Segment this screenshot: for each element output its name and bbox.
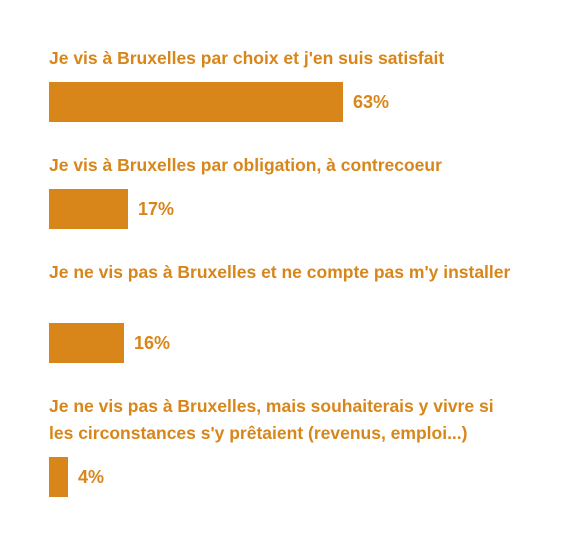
category-label: Je vis à Bruxelles par choix et j'en sui…	[49, 48, 445, 68]
data-label: 4%	[78, 467, 105, 487]
data-label: 63%	[353, 92, 390, 112]
data-label: 16%	[134, 333, 171, 353]
data-label: 17%	[138, 199, 175, 219]
category-label: Je vis à Bruxelles par obligation, à con…	[49, 155, 442, 175]
bar	[49, 189, 128, 229]
bar	[49, 323, 124, 363]
bar-row: 63%	[49, 82, 529, 122]
bar	[49, 457, 68, 497]
category-label: Je ne vis pas à Bruxelles et ne compte p…	[49, 262, 511, 282]
bar-row: 17%	[49, 189, 529, 229]
bar	[49, 82, 343, 122]
bar-row: 16%	[49, 323, 529, 363]
category-label: Je ne vis pas à Bruxelles, mais souhaite…	[49, 396, 494, 443]
bar-row: 4%	[49, 457, 529, 497]
